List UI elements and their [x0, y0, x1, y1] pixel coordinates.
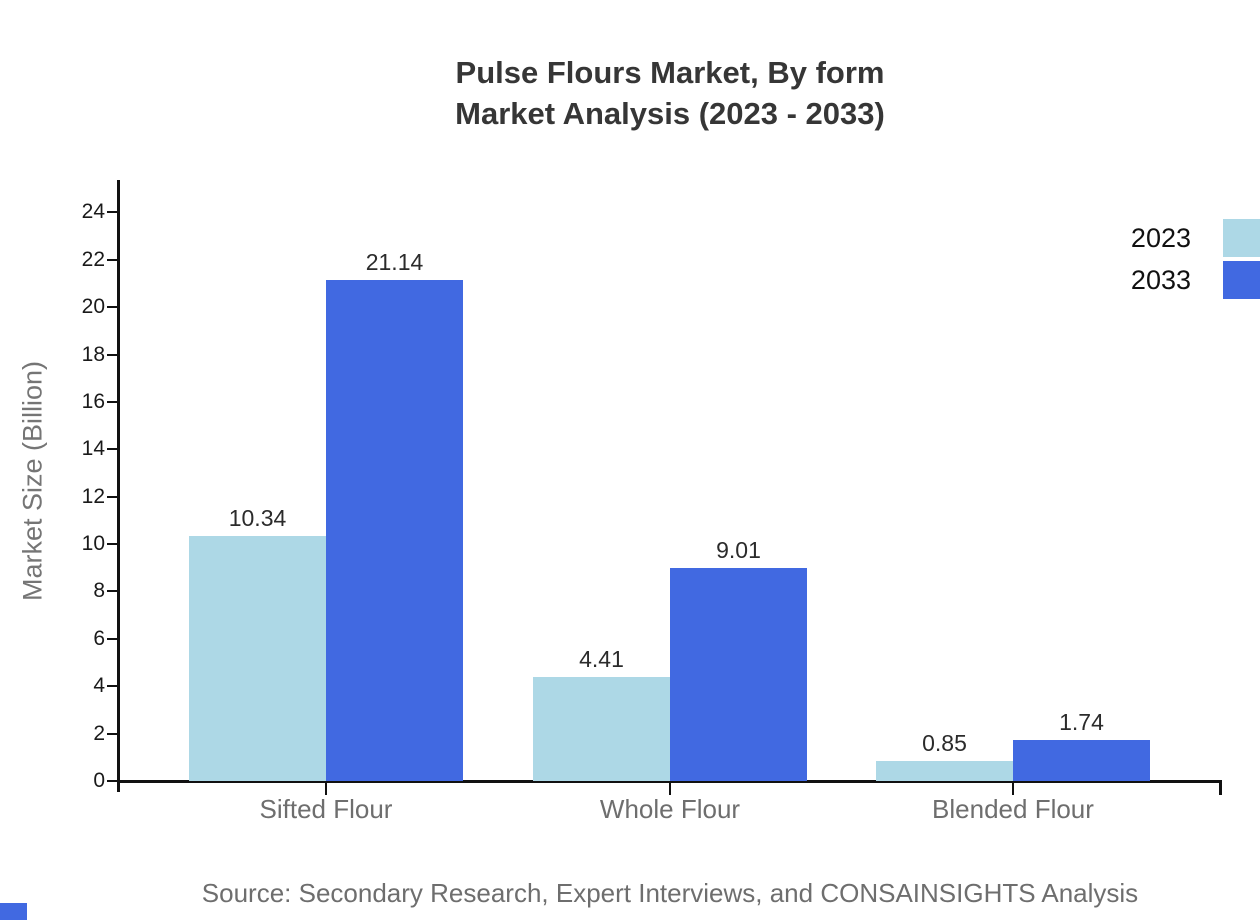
- y-tick-mark: [107, 211, 117, 214]
- y-tick-label: 20: [81, 295, 105, 319]
- x-tick-label: Whole Flour: [599, 794, 741, 824]
- y-axis-line: [117, 180, 120, 792]
- value-label-2023-whole-flour: 4.41: [579, 645, 624, 672]
- y-tick-mark: [107, 353, 117, 356]
- value-label-2023-blended-flour: 0.85: [922, 729, 967, 756]
- x-tick-mark: [669, 783, 671, 795]
- y-tick-mark: [107, 258, 117, 261]
- x-axis-line: [117, 780, 1222, 783]
- y-tick-label: 14: [81, 437, 105, 461]
- y-tick-mark: [107, 400, 117, 403]
- legend-swatch-2023: [1223, 219, 1260, 257]
- x-tick-mark: [325, 783, 327, 795]
- y-tick-label: 6: [93, 626, 105, 650]
- chart-title: Pulse Flours Market, By form Market Anal…: [0, 52, 1260, 134]
- y-tick-label: 18: [81, 342, 105, 366]
- y-axis-title: Market Size (Billion): [17, 360, 48, 602]
- y-tick-mark: [107, 590, 117, 593]
- bar-2023-blended-flour: [876, 760, 1013, 781]
- bar-2023-sifted-flour: [189, 536, 326, 781]
- y-tick-label: 2: [93, 721, 105, 745]
- y-tick-label: 16: [81, 389, 105, 413]
- y-tick-label: 10: [81, 532, 105, 556]
- y-tick-label: 0: [93, 769, 105, 792]
- y-tick-mark: [107, 543, 117, 546]
- x-axis-end-tick: [1219, 780, 1222, 795]
- y-tick-label: 12: [81, 484, 105, 508]
- chart-title-line2: Market Analysis (2023 - 2033): [455, 96, 885, 131]
- x-tick-label: Sifted Flour: [259, 794, 393, 824]
- y-tick-mark: [107, 306, 117, 309]
- y-tick-label: 22: [81, 247, 105, 271]
- bar-2033-whole-flour: [670, 567, 807, 781]
- y-tick-label: 8: [93, 579, 105, 603]
- bar-2033-sifted-flour: [326, 280, 463, 781]
- bar-2023-whole-flour: [533, 676, 670, 781]
- y-tick-mark: [107, 495, 117, 498]
- chart-title-line1: Pulse Flours Market, By form: [455, 55, 885, 90]
- y-tick-mark: [107, 448, 117, 451]
- value-label-2033-blended-flour: 1.74: [1059, 708, 1104, 735]
- value-label-2033-sifted-flour: 21.14: [365, 249, 424, 276]
- legend-item-2023: 2023: [1131, 219, 1260, 257]
- legend-item-2033: 2033: [1131, 261, 1260, 299]
- bar-2033-blended-flour: [1013, 739, 1150, 781]
- x-tick-label: Blended Flour: [932, 794, 1094, 824]
- value-label-2033-whole-flour: 9.01: [716, 536, 761, 563]
- y-tick-mark: [107, 732, 117, 735]
- y-tick-label: 24: [81, 200, 105, 224]
- blue-corner-mark: [0, 903, 27, 920]
- legend-label-2023: 2023: [1130, 222, 1191, 253]
- source-attribution: Source: Secondary Research, Expert Inter…: [201, 878, 1139, 908]
- y-tick-mark: [107, 780, 117, 782]
- value-label-2023-sifted-flour: 10.34: [228, 505, 287, 532]
- y-tick-label: 4: [93, 674, 105, 698]
- legend-swatch-2033: [1223, 261, 1260, 299]
- y-tick-mark: [107, 637, 117, 640]
- x-tick-mark: [1012, 783, 1014, 795]
- chart-legend: 2023 2033: [1131, 219, 1260, 303]
- legend-label-2033: 2033: [1130, 264, 1191, 295]
- y-tick-mark: [107, 685, 117, 688]
